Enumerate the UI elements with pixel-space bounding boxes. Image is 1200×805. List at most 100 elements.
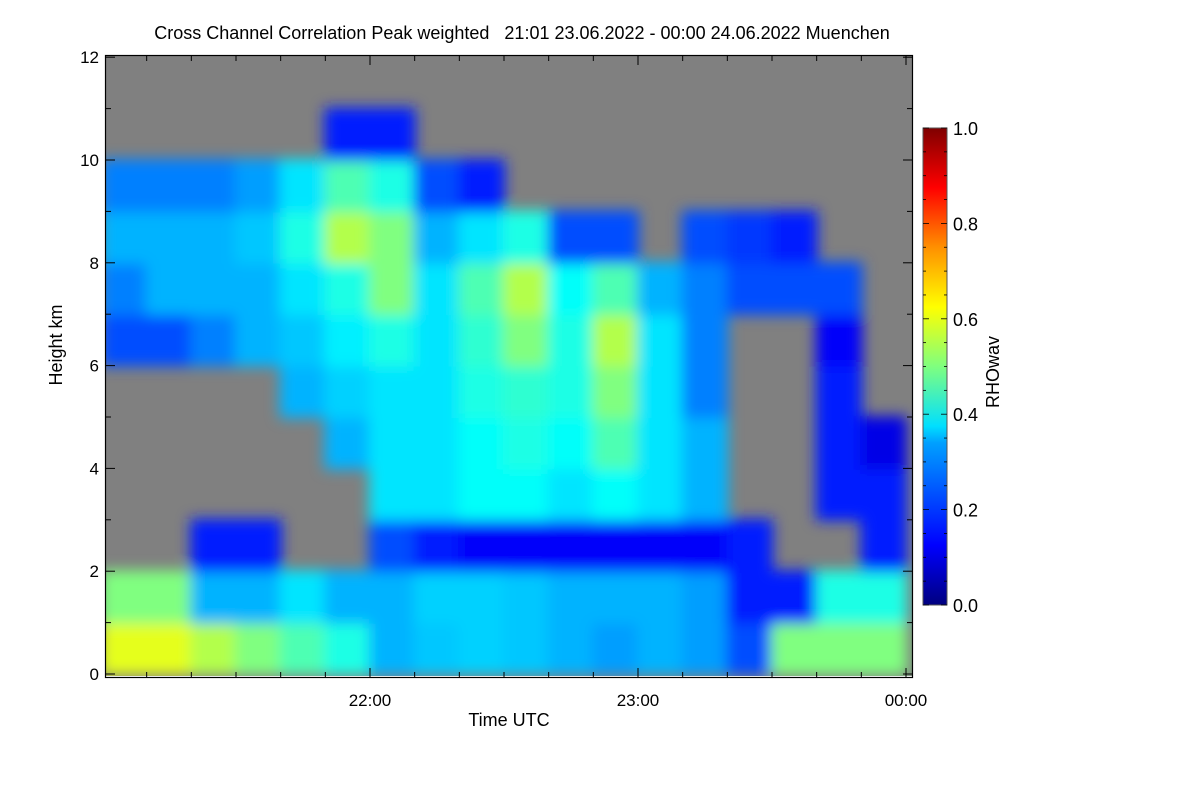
heatmap-cell [592, 467, 639, 521]
colorbar [922, 127, 948, 606]
heatmap-cell [413, 518, 461, 573]
heatmap-cell [637, 261, 684, 316]
heatmap-cell [413, 621, 461, 675]
heatmap-cell [190, 518, 237, 573]
heatmap-cell [190, 313, 237, 367]
heatmap-cell [637, 570, 684, 624]
heatmap-cell [413, 261, 461, 316]
heatmap-cell [279, 621, 327, 675]
heatmap-cell [637, 364, 684, 418]
y-axis-label: Height km [46, 304, 66, 385]
heatmap-cell [592, 416, 639, 470]
heatmap-cell [413, 467, 461, 521]
heatmap-cell [726, 570, 773, 624]
heatmap-cell [547, 570, 595, 624]
colorbar-tick-label: 0.4 [953, 405, 978, 425]
heatmap-cell [547, 416, 595, 470]
y-tick-label: 10 [80, 151, 99, 170]
heatmap-cell [369, 107, 416, 161]
heatmap-cell [726, 518, 773, 573]
heatmap-cell [771, 210, 818, 264]
heatmap-cell [592, 313, 639, 367]
heatmap-cell [815, 467, 863, 521]
heatmap-cell [726, 261, 773, 316]
heatmap-cell [413, 570, 461, 624]
heatmap-cell [815, 313, 863, 367]
heatmap-cell [145, 261, 193, 316]
heatmap-cell [106, 313, 148, 367]
heatmap-cell [145, 210, 193, 264]
colorbar-tick-label: 0.0 [953, 596, 978, 616]
colorbar-tick-label: 0.8 [953, 214, 978, 234]
heatmap-cell [235, 518, 282, 573]
heatmap-cell [592, 518, 639, 573]
heatmap-cell [592, 570, 639, 624]
heatmap-cell [413, 364, 461, 418]
heatmap-cell [458, 518, 505, 573]
heatmap-cell [547, 621, 595, 675]
heatmap-cell [860, 518, 907, 573]
heatmap-cell [369, 621, 416, 675]
heatmap-cell [190, 210, 237, 264]
heatmap-cell [145, 621, 193, 675]
heatmap-cell [106, 621, 148, 675]
heatmap-cell [815, 621, 863, 675]
heatmap-cell [547, 261, 595, 316]
heatmap-cell [145, 313, 193, 367]
heatmap-cell [369, 518, 416, 573]
heatmap-cell [815, 261, 863, 316]
heatmap-cell [324, 261, 371, 316]
heatmap-cell [503, 210, 550, 264]
heatmap-cell [324, 210, 371, 264]
heatmap-cell [324, 107, 371, 161]
heatmap-cell [190, 159, 237, 213]
heatmap-cell [235, 261, 282, 316]
heatmap-cell [681, 261, 729, 316]
heatmap-cell [592, 261, 639, 316]
x-tick-label: 23:00 [617, 691, 660, 710]
heatmap-cell [681, 467, 729, 521]
heatmap-cell [458, 467, 505, 521]
y-tick-label: 6 [90, 357, 99, 376]
axes: 22:00 23:00 00:00 0 2 4 6 8 10 12 [80, 48, 927, 710]
colorbar-tick-label: 1.0 [953, 119, 978, 139]
heatmap-cell [369, 210, 416, 264]
heatmap-cell [771, 621, 818, 675]
heatmap-cell [279, 261, 327, 316]
heatmap-cell [771, 570, 818, 624]
heatmap-cell [681, 570, 729, 624]
heatmap-cell [324, 570, 371, 624]
heatmap-cell [503, 467, 550, 521]
heatmap-cell [190, 570, 237, 624]
heatmap-cell [681, 210, 729, 264]
heatmap-cell [458, 621, 505, 675]
heatmap-cell [458, 313, 505, 367]
colorbar-tick-label: 0.2 [953, 501, 978, 521]
y-tick-label: 0 [90, 665, 99, 684]
heatmap-cell [369, 416, 416, 470]
heatmap-cell [279, 210, 327, 264]
heatmap-cell [458, 261, 505, 316]
heatmap-cell [681, 621, 729, 675]
heatmap-cell [726, 621, 773, 675]
heatmap-cell [324, 364, 371, 418]
heatmap-cell [369, 313, 416, 367]
heatmap-cell [860, 467, 907, 521]
colorbar-ticks: 0.0 0.2 0.4 0.6 0.8 1.0 [923, 119, 978, 616]
heatmap-cell [235, 570, 282, 624]
heatmap-cell [106, 570, 148, 624]
x-tick-label: 00:00 [885, 691, 928, 710]
heatmap-cell [369, 467, 416, 521]
heatmap-cell [681, 518, 729, 573]
heatmap-cell [815, 570, 863, 624]
heatmap-cell [145, 159, 193, 213]
heatmap-cell [369, 261, 416, 316]
heatmap-cell [503, 261, 550, 316]
x-tick-label: 22:00 [349, 691, 392, 710]
heatmap-cell [547, 210, 595, 264]
chart-title: Cross Channel Correlation Peak weighted … [154, 23, 890, 43]
y-tick-label: 8 [90, 254, 99, 273]
plot-frame [104, 54, 914, 679]
heatmap-cell [860, 416, 907, 470]
y-tick-label: 12 [80, 48, 99, 67]
